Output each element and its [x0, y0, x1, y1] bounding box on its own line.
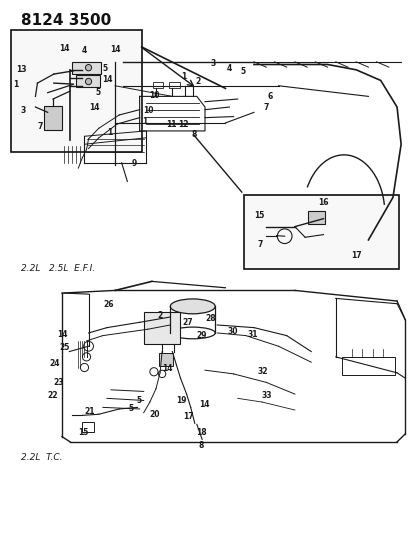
Text: 24: 24: [49, 359, 60, 368]
Text: 14: 14: [110, 45, 120, 54]
Bar: [43, 106, 62, 130]
Bar: [76, 75, 100, 87]
Text: 15: 15: [78, 428, 89, 437]
Text: 10: 10: [149, 91, 159, 100]
Text: 5: 5: [239, 68, 245, 76]
Text: 7: 7: [257, 240, 262, 249]
Text: 27: 27: [182, 318, 193, 327]
Ellipse shape: [85, 64, 91, 71]
Text: 21: 21: [84, 407, 95, 416]
Bar: [243, 195, 398, 269]
Text: 1: 1: [107, 127, 112, 136]
Text: 2.2L   2.5L  E.F.I.: 2.2L 2.5L E.F.I.: [21, 264, 95, 272]
Ellipse shape: [85, 78, 91, 85]
Text: 14: 14: [57, 330, 68, 339]
Text: 20: 20: [149, 410, 160, 419]
Text: 30: 30: [227, 327, 238, 336]
Text: 22: 22: [47, 391, 58, 400]
Text: 15: 15: [254, 211, 264, 220]
Text: 9: 9: [131, 159, 137, 168]
Text: 8: 8: [198, 441, 203, 450]
Text: 17: 17: [183, 413, 193, 422]
Text: 2: 2: [195, 77, 200, 86]
Text: 25: 25: [60, 343, 70, 352]
Text: 14: 14: [89, 102, 100, 111]
Text: 23: 23: [53, 378, 64, 387]
Bar: [308, 211, 324, 224]
Text: 5: 5: [95, 87, 100, 96]
Text: 19: 19: [175, 397, 186, 406]
Bar: [158, 353, 173, 366]
Text: 29: 29: [196, 331, 207, 340]
Text: 16: 16: [317, 198, 328, 207]
Text: 32: 32: [257, 367, 267, 376]
Text: 7: 7: [263, 102, 268, 111]
Text: 14: 14: [58, 44, 69, 53]
Text: 33: 33: [261, 391, 271, 400]
Text: 5: 5: [128, 404, 133, 413]
Bar: [11, 30, 142, 152]
Text: 2.2L  T.C.: 2.2L T.C.: [21, 454, 63, 463]
Text: 11: 11: [165, 119, 176, 128]
Text: 1: 1: [142, 117, 147, 126]
Text: 8124 3500: 8124 3500: [21, 13, 111, 28]
Bar: [169, 82, 179, 88]
Text: 31: 31: [247, 330, 258, 339]
Text: 26: 26: [103, 300, 114, 309]
Text: 14: 14: [162, 364, 172, 373]
Bar: [112, 124, 128, 130]
Text: 1: 1: [181, 72, 186, 81]
Ellipse shape: [170, 299, 215, 314]
Text: 5: 5: [136, 396, 141, 405]
Bar: [341, 357, 394, 375]
Text: 18: 18: [196, 428, 207, 437]
Text: 14: 14: [102, 75, 113, 84]
Text: 2: 2: [157, 311, 162, 320]
Text: 3: 3: [20, 106, 26, 115]
Text: 7: 7: [38, 122, 43, 131]
Text: 4: 4: [82, 46, 87, 55]
Text: 6: 6: [267, 92, 272, 101]
Text: 13: 13: [16, 66, 26, 74]
Bar: [81, 422, 94, 432]
Text: 1: 1: [13, 79, 19, 88]
Bar: [153, 82, 163, 88]
Text: 4: 4: [226, 64, 231, 72]
Text: 10: 10: [143, 106, 153, 115]
Text: 28: 28: [205, 314, 216, 323]
Text: 8: 8: [191, 130, 196, 139]
Bar: [72, 62, 101, 74]
Text: 3: 3: [210, 59, 215, 68]
Bar: [144, 312, 180, 344]
Text: 17: 17: [350, 252, 361, 260]
Text: 5: 5: [102, 64, 107, 72]
Text: 14: 14: [198, 400, 209, 409]
Text: 12: 12: [178, 119, 188, 128]
